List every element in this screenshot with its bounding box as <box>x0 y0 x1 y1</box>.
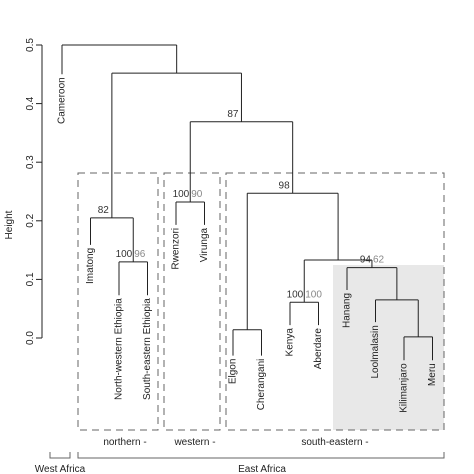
support-label: 96 <box>134 249 146 260</box>
support-label: 62 <box>373 255 385 266</box>
leaf-label: Cherangani <box>256 359 267 411</box>
leaf-label: Aberdare <box>313 328 324 370</box>
leaf-label: Kenya <box>285 328 296 357</box>
y-tick-label: 0.1 <box>25 272 36 286</box>
region-bracket <box>49 452 445 459</box>
highlight-box <box>333 265 444 430</box>
group-label: western - <box>173 437 215 448</box>
y-tick-label: 0.2 <box>25 213 36 227</box>
leaf-label: Cameroon <box>57 77 68 124</box>
leaf-label: Imatong <box>85 248 96 284</box>
leaf-label: Kilimanjaro <box>399 363 410 413</box>
support-label: 87 <box>227 109 239 120</box>
support-label: 100 <box>305 289 322 300</box>
leaf-label: Loolmalasin <box>370 325 381 378</box>
leaf-label: Hanang <box>342 293 353 328</box>
support-label: 82 <box>98 205 110 216</box>
group-box <box>77 172 159 431</box>
leaf-label: Elgon <box>228 359 239 385</box>
y-tick-label: 0.4 <box>25 96 36 110</box>
support-label: 94 <box>360 255 372 266</box>
y-tick-label: 0.3 <box>25 155 36 169</box>
y-axis-label: Height <box>4 210 15 239</box>
support-label: 100 <box>116 249 133 260</box>
group-box <box>163 172 221 431</box>
support-label: 98 <box>279 180 291 191</box>
group-label: south-eastern - <box>301 437 368 448</box>
support-label: 90 <box>191 189 203 200</box>
y-tick-label: 0.0 <box>25 331 36 345</box>
leaf-label: North-western Ethiopia <box>114 298 125 400</box>
region-label: West Africa <box>35 464 86 474</box>
support-label: 100 <box>173 189 190 200</box>
support-label: 100 <box>287 289 304 300</box>
group-box <box>225 172 445 431</box>
leaf-label: Meru <box>427 363 438 386</box>
leaf-label: Rwenzori <box>171 228 182 270</box>
leaf-label: South-eastern Ethiopia <box>142 298 153 400</box>
region-label: East Africa <box>238 464 286 474</box>
leaf-label: Virunga <box>199 227 210 262</box>
group-label: northern - <box>103 437 146 448</box>
y-tick-label: 0.5 <box>25 38 36 52</box>
